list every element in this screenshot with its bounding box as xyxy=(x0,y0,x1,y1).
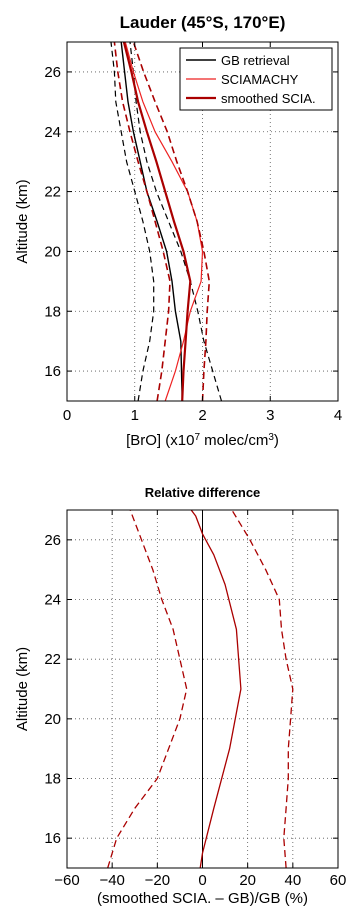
x-axis-label-superscript: 7 xyxy=(194,432,200,443)
x-axis-label-superscript: 3 xyxy=(268,432,274,443)
x-axis-label-part: molec/cm xyxy=(200,432,268,449)
x-tick-label: −60 xyxy=(54,872,79,889)
chart-title: Lauder (45°S, 170°E) xyxy=(120,13,286,32)
series-line-1 xyxy=(190,509,242,869)
legend-label: GB retrieval xyxy=(221,53,290,68)
x-axis-label-part: [BrO] (x10 xyxy=(126,432,194,449)
x-tick-label: 0 xyxy=(63,407,71,424)
x-tick-label: 20 xyxy=(239,872,256,889)
x-tick-label: 2 xyxy=(198,407,206,424)
y-tick-label: 18 xyxy=(44,771,61,788)
x-tick-label: −40 xyxy=(99,872,124,889)
y-axis-label: Altitude (km) xyxy=(14,647,31,731)
x-tick-label: 60 xyxy=(330,872,347,889)
x-tick-label: 40 xyxy=(284,872,301,889)
series-line-7 xyxy=(113,41,171,402)
x-axis-label-part: ) xyxy=(274,432,279,449)
y-tick-label: 24 xyxy=(44,124,61,141)
y-tick-label: 26 xyxy=(44,64,61,81)
series-line-5 xyxy=(122,41,192,402)
x-tick-label: 4 xyxy=(334,407,342,424)
y-tick-label: 16 xyxy=(44,363,61,380)
y-tick-label: 20 xyxy=(44,711,61,728)
x-axis-label: [BrO] (x107 molec/cm3) xyxy=(126,432,279,450)
series-line-2 xyxy=(129,41,223,402)
series-line-6 xyxy=(132,41,211,402)
legend-label: smoothed SCIA. xyxy=(221,91,316,106)
y-tick-label: 26 xyxy=(44,532,61,549)
y-tick-label: 22 xyxy=(44,651,61,668)
series-line-2 xyxy=(231,509,294,869)
x-tick-label: 0 xyxy=(198,872,206,889)
x-tick-label: 1 xyxy=(131,407,139,424)
series-line-3 xyxy=(107,509,188,869)
y-axis-label: Altitude (km) xyxy=(14,179,31,263)
y-tick-label: 24 xyxy=(44,592,61,609)
y-tick-label: 22 xyxy=(44,184,61,201)
y-tick-label: 20 xyxy=(44,243,61,260)
x-tick-label: −20 xyxy=(145,872,170,889)
x-axis-label: (smoothed SCIA. – GB)/GB (%) xyxy=(97,890,308,907)
legend-label: SCIAMACHY xyxy=(221,72,299,87)
chart-panel-1: 0 1 2 3 4 16 18 20 22 24 26 Lauder (45°S, 170°E) Alt… xyxy=(14,13,342,449)
chart-title: Relative difference xyxy=(145,485,261,500)
series-line-1 xyxy=(120,41,183,402)
y-tick-label: 18 xyxy=(44,303,61,320)
chart-panel-2: −60 −40 −20 0 20 40 60 16 18 20 22 24 26 Relative dif… xyxy=(14,485,346,907)
x-tick-label: 3 xyxy=(266,407,274,424)
y-tick-label: 16 xyxy=(44,830,61,847)
series-line-3 xyxy=(110,41,155,402)
legend: GB retrieval SCIAMACHY smoothed SCIA. xyxy=(179,47,333,111)
